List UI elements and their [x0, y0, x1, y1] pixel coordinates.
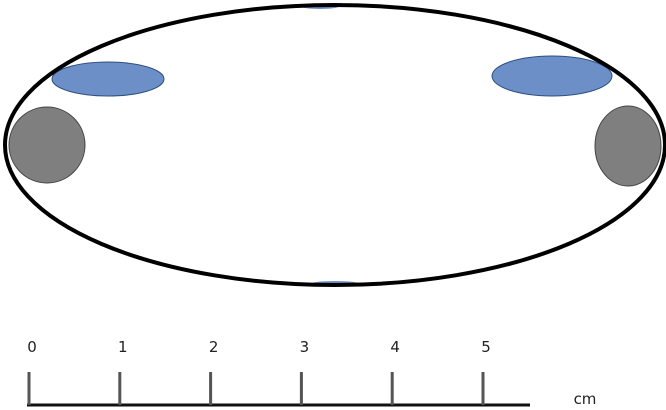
- blue-spot: [300, 6, 340, 9]
- scale-tick-label: 0: [27, 338, 37, 356]
- blue-spot: [310, 281, 360, 284]
- gray-spot: [8, 106, 86, 184]
- blue-spot: [491, 55, 613, 97]
- scale-tick-label: 1: [118, 338, 128, 356]
- outer-ellipse: [3, 3, 666, 287]
- blue-spot: [51, 61, 165, 97]
- scale-tick-label: 3: [300, 338, 310, 356]
- scale-tick-label: 2: [209, 338, 219, 356]
- gray-spot: [594, 105, 662, 187]
- ellipse-contents: [8, 6, 662, 284]
- scale-tick-label: 5: [481, 338, 491, 356]
- scale-tick-label: 4: [390, 338, 400, 356]
- scale-unit: cm: [574, 390, 597, 408]
- scale-ticks: 0 1 2 3 4 5: [27, 338, 491, 405]
